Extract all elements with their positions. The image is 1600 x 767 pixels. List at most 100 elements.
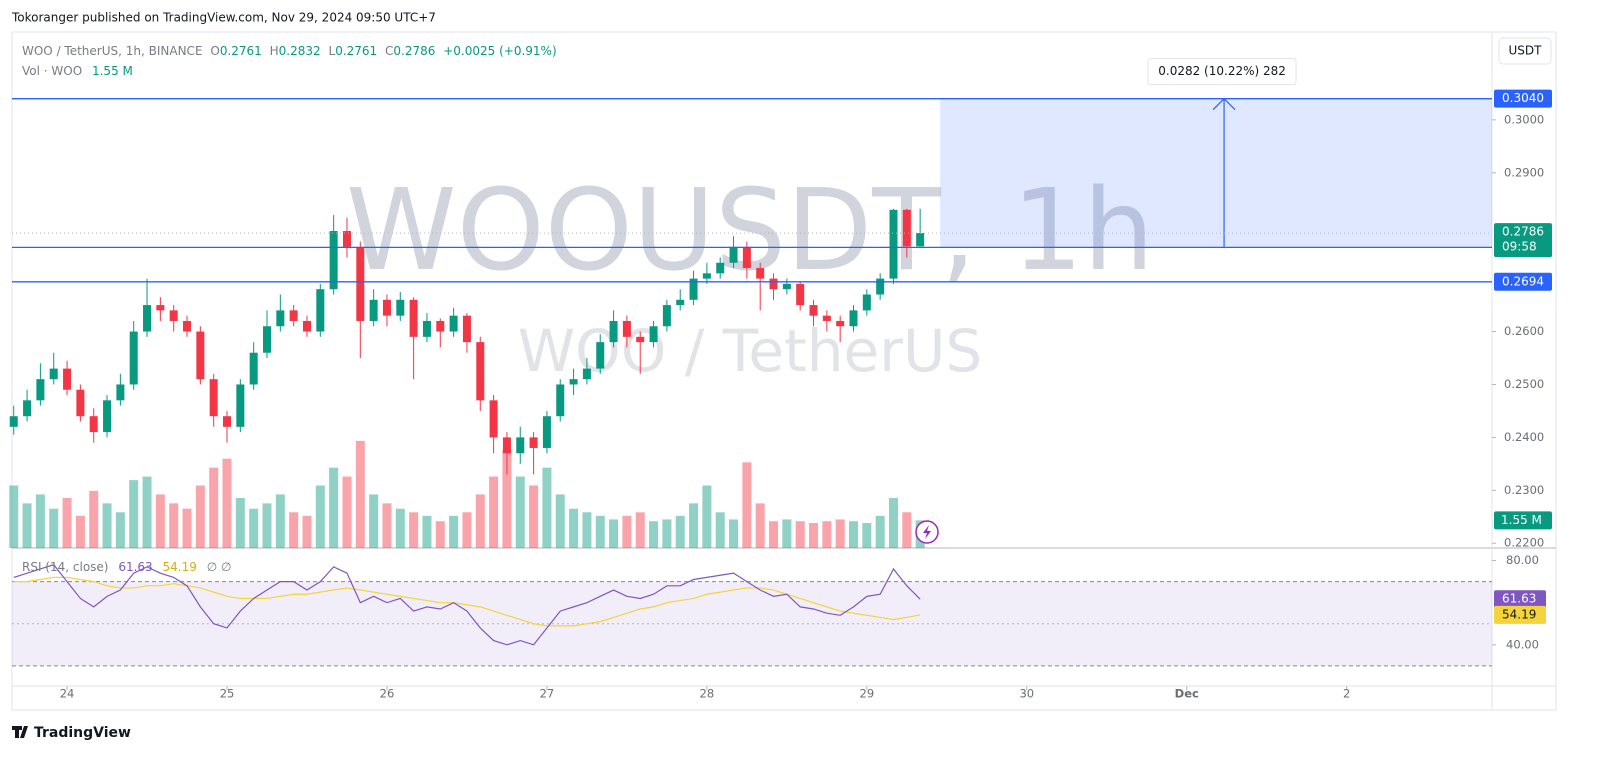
- volume-bar: [689, 503, 699, 548]
- target-zone: [940, 98, 1492, 248]
- candle-body: [169, 310, 178, 321]
- volume-bar: [822, 521, 832, 548]
- volume-bar: [49, 508, 59, 548]
- legend-change: +0.0025 (+0.91%): [443, 44, 556, 58]
- volume-bar: [715, 512, 725, 548]
- x-tick-label: 30: [1019, 687, 1034, 701]
- last-price-box: [1494, 223, 1552, 258]
- candle-body: [862, 294, 871, 311]
- volume-bar: [649, 521, 659, 548]
- volume-label-box: [1494, 511, 1552, 530]
- candle-body: [742, 246, 751, 269]
- rsi-ma-value: 54.19: [163, 560, 197, 574]
- level-label-box: [1494, 89, 1552, 108]
- candle-body: [356, 246, 365, 321]
- volume-bar: [289, 512, 299, 548]
- legend-key: L: [329, 44, 336, 58]
- volume-label: 1.55 M: [1501, 513, 1542, 527]
- volume-bar: [862, 523, 872, 548]
- volume-bar: [675, 515, 685, 548]
- currency-label: USDT: [1509, 44, 1543, 58]
- candle-body: [556, 384, 565, 417]
- candle-body: [702, 273, 711, 279]
- volume-bar: [422, 515, 432, 548]
- volume-name: Vol · WOO: [22, 64, 82, 78]
- candle-body: [236, 384, 245, 427]
- volume-bar: [369, 494, 379, 548]
- volume-bar: [849, 521, 859, 548]
- x-tick-label: 25: [220, 687, 235, 701]
- chart-frame: [11, 31, 1557, 711]
- volume-bar: [222, 458, 232, 548]
- volume-bar: [235, 498, 245, 548]
- volume-bar: [115, 512, 125, 548]
- volume-bar: [89, 490, 99, 548]
- legend-key: O: [210, 44, 219, 58]
- y-tick-label: 0.2200: [1504, 536, 1544, 550]
- candle-body: [876, 278, 885, 295]
- volume-bar: [275, 494, 285, 548]
- currency-button[interactable]: [1498, 37, 1552, 65]
- volume-bar: [435, 521, 445, 548]
- rsi-na: ∅ ∅: [207, 560, 232, 574]
- candle-body: [382, 299, 391, 316]
- candle-body: [143, 305, 152, 332]
- candle-body: [183, 320, 192, 332]
- volume-bar: [622, 515, 632, 548]
- level-label: 0.2694: [1502, 274, 1544, 288]
- volume-bar: [795, 521, 805, 548]
- candle-body: [103, 400, 112, 433]
- candle-body: [129, 331, 138, 385]
- candle-body: [822, 315, 831, 321]
- candle-body: [622, 320, 631, 337]
- volume-bar: [702, 485, 712, 548]
- volume-bar: [342, 476, 352, 548]
- candle-body: [836, 320, 845, 327]
- candle-body: [262, 326, 271, 353]
- candle-body: [902, 209, 911, 247]
- volume-bar: [35, 494, 45, 548]
- volume-bar: [315, 485, 325, 548]
- candle-body: [782, 283, 791, 290]
- x-tick-label: 2: [1343, 687, 1350, 701]
- volume-bar: [142, 476, 152, 548]
- volume-bar: [742, 462, 752, 548]
- volume-bar: [262, 503, 272, 548]
- candle-body: [916, 233, 925, 247]
- volume-bar: [409, 512, 419, 548]
- rsi-ma-label: 54.19: [1502, 607, 1536, 621]
- candle-body: [36, 379, 45, 401]
- alert-icon-bolt: [923, 525, 931, 539]
- candle-body: [396, 299, 405, 316]
- volume-bar: [462, 512, 472, 548]
- candle-body: [422, 320, 431, 337]
- candle-body: [9, 416, 18, 427]
- candle-body: [476, 342, 485, 401]
- legend-line: WOO / TetherUS, 1h, BINANCE O0.2761 H0.2…: [22, 44, 557, 58]
- volume-bar: [382, 503, 392, 548]
- candle-body: [636, 336, 645, 343]
- y-tick-label: 0.2900: [1504, 165, 1544, 179]
- candle-body: [649, 326, 658, 343]
- y-tick-label: 0.3000: [1504, 112, 1544, 126]
- x-tick-label: 27: [540, 687, 555, 701]
- candle-body: [596, 342, 605, 369]
- volume-bar: [102, 503, 112, 548]
- plot-area: 0.2200 0.2300 0.2400 0.2500 0.2600 0.2900 0.30…: [9, 58, 1552, 701]
- candle-body: [756, 268, 765, 279]
- volume-bar: [515, 476, 525, 548]
- candle-body: [662, 305, 671, 327]
- volume-bar: [902, 512, 912, 548]
- legend-key: H: [270, 44, 279, 58]
- volume-bar: [529, 485, 539, 548]
- candle-body: [529, 437, 538, 448]
- candle-body: [342, 230, 351, 247]
- symbol: WOO / TetherUS, 1h, BINANCE: [22, 44, 203, 58]
- last-price-label: 0.2786: [1502, 225, 1544, 239]
- y-tick-label: 0.2500: [1504, 377, 1544, 391]
- volume-bar: [329, 467, 339, 548]
- volume-bar: [835, 519, 845, 548]
- rsi-legend: RSI (14, close) 61.63 54.19 ∅ ∅: [22, 560, 231, 574]
- candle-body: [542, 416, 551, 448]
- candle-body: [489, 400, 498, 438]
